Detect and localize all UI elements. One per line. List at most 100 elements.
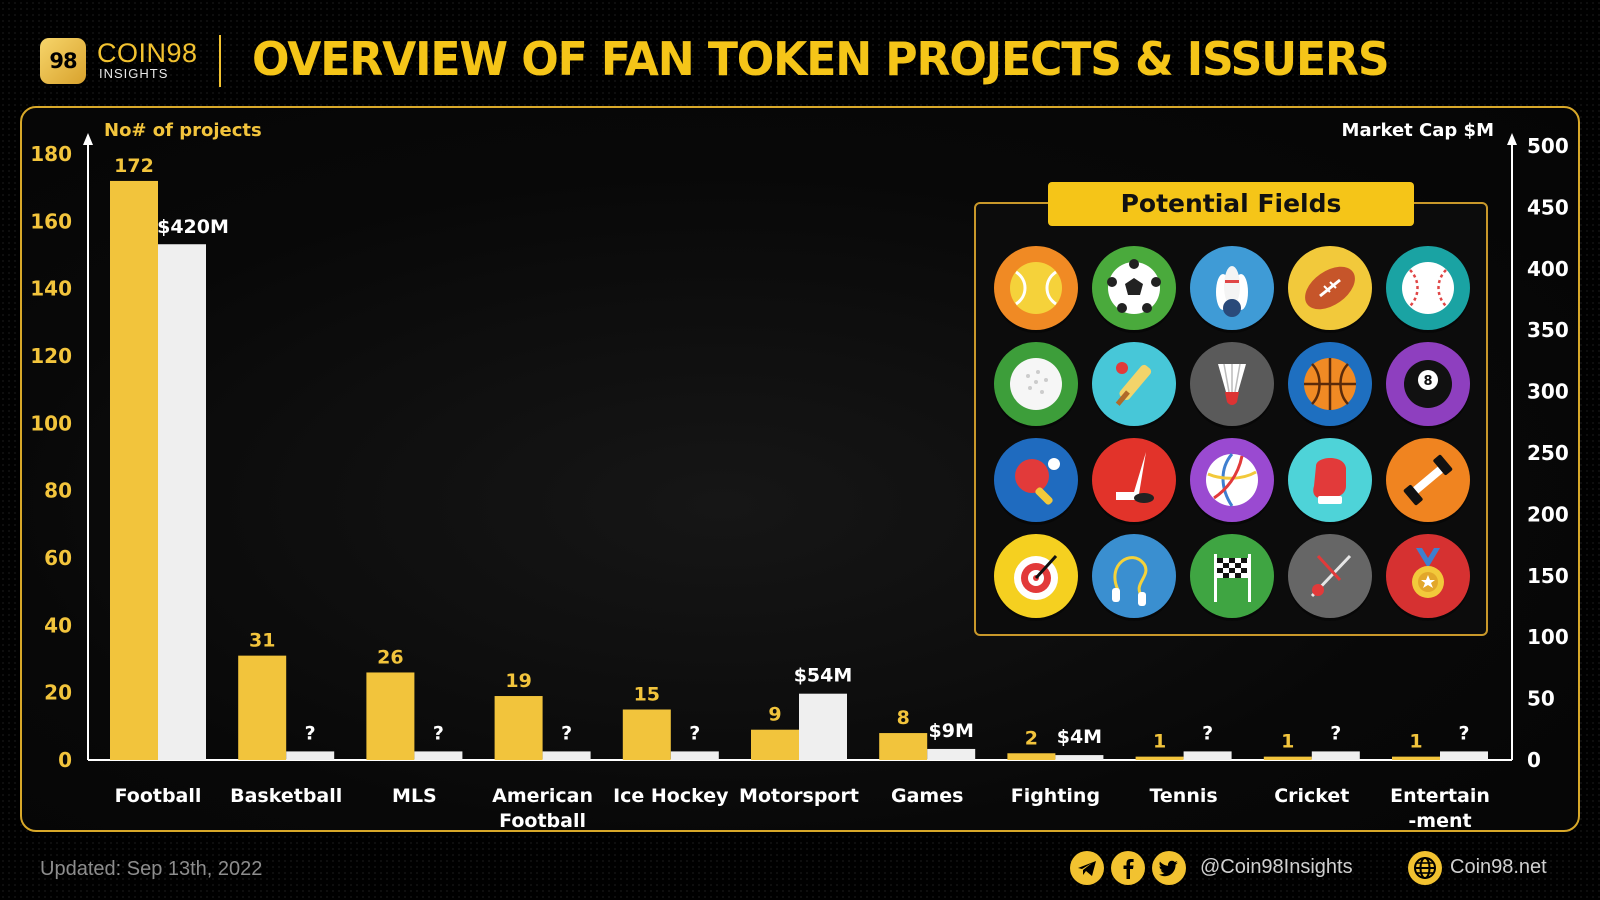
marketcap-value-label: ? [433,722,444,744]
marketcap-bar [542,751,591,760]
american-football-icon [1288,246,1372,330]
x-category-label: Ice Hockey [613,785,729,807]
marketcap-value-label: ? [305,722,316,744]
updated-date: Updated: Sep 13th, 2022 [40,858,263,880]
bars [110,180,1488,761]
projects-bar [1392,756,1440,760]
billiard-ball-icon: 8 [1386,342,1470,426]
bowling-icon [1190,246,1274,330]
projects-bar [494,696,543,760]
coin98-logo-icon: 98 [40,38,86,84]
y-tick-right-label: 500 [1527,134,1569,158]
marketcap-bar [158,244,206,761]
x-category-label: Tennis [1149,785,1217,807]
projects-value-label: 1 [1409,731,1422,753]
marketcap-value-label: $420M [157,216,229,238]
marketcap-value-label: $54M [794,665,853,687]
y-tick-right-label: 400 [1527,257,1569,281]
y-axis-left-title: No# of projects [104,120,262,141]
header-divider [219,35,221,87]
y-tick-right-label: 250 [1527,441,1569,465]
projects-value-label: 26 [377,646,403,668]
marketcap-value-label: $9M [929,720,974,742]
golf-ball-icon [994,342,1078,426]
marketcap-value-label: ? [1458,722,1469,744]
x-category-label: Football [115,785,202,807]
y-tick-right-label: 450 [1527,195,1569,219]
y-axis-left-arrow [83,133,93,145]
marketcap-value-label: ? [689,722,700,744]
ping-pong-icon [994,438,1078,522]
marketcap-value-label: $4M [1057,726,1102,748]
y-tick-left-label: 140 [30,277,72,301]
boxing-glove-icon [1288,438,1372,522]
archery-target-icon [994,534,1078,618]
projects-value-label: 1 [1281,731,1294,753]
projects-value-label: 2 [1025,727,1038,749]
y-tick-right-label: 300 [1527,380,1569,404]
facebook-icon[interactable] [1111,851,1145,885]
projects-bar [1135,756,1184,760]
marketcap-value-label: ? [561,722,572,744]
marketcap-bar [927,748,976,760]
y-axis-right-title: Market Cap $M [1342,120,1494,141]
y-tick-left-label: 120 [30,344,72,368]
shuttlecock-icon [1190,342,1274,426]
medal-icon [1386,534,1470,618]
telegram-icon[interactable] [1070,851,1104,885]
projects-value-label: 8 [897,707,910,729]
ice-hockey-icon [1092,438,1176,522]
projects-value-label: 19 [505,670,531,692]
marketcap-bar [799,693,847,760]
x-category-label: Football [499,810,586,832]
marketcap-bar [1055,755,1104,760]
x-category-label: American [492,785,593,807]
brand-name: COIN98 [97,38,198,68]
y-tick-right-label: 0 [1527,748,1541,772]
y-tick-left-label: 80 [44,479,72,503]
baseball-icon [1386,246,1470,330]
website-link[interactable]: Coin98.net [1450,856,1547,878]
projects-bar [366,672,415,760]
cricket-bat-icon [1092,342,1176,426]
volleyball-icon [1190,438,1274,522]
marketcap-value-label: ? [1330,722,1341,744]
y-tick-left-label: 40 [44,613,72,637]
brand-subtitle: INSIGHTS [99,66,169,81]
soccer-ball-icon [1092,246,1176,330]
projects-bar [1263,756,1312,760]
labels: No# of projects Market Cap $M 0 20 40 60 80 100… [30,120,1569,832]
globe-icon [1408,851,1442,885]
y-tick-right-label: 350 [1527,318,1569,342]
fencing-icon [1288,534,1372,618]
y-tick-left-label: 100 [30,411,72,435]
basketball-icon [1288,342,1372,426]
projects-value-label: 15 [634,684,660,706]
y-tick-left-label: 20 [44,681,72,705]
projects-value-label: 172 [114,155,154,177]
projects-value-label: 9 [768,704,781,726]
page-title: OVERVIEW OF FAN TOKEN PROJECTS & ISSUERS [252,32,1390,86]
y-tick-right-label: 150 [1527,564,1569,588]
x-category-label: Basketball [230,785,342,807]
y-tick-left-label: 60 [44,546,72,570]
projects-value-label: 31 [249,630,275,652]
projects-bar [110,180,158,760]
x-category-label: -ment [1408,810,1471,832]
marketcap-bar [1183,751,1232,760]
x-category-label: MLS [392,785,437,807]
y-tick-left-label: 180 [30,142,72,166]
twitter-icon[interactable] [1152,851,1186,885]
marketcap-bar [414,751,463,760]
x-category-label: Entertain [1390,785,1490,807]
projects-value-label: 1 [1153,731,1166,753]
social-handle[interactable]: @Coin98Insights [1200,856,1353,878]
x-category-label: Cricket [1274,785,1349,807]
marketcap-bar [1440,751,1488,760]
projects-bar [622,709,671,760]
dumbbell-icon [1386,438,1470,522]
tennis-ball-icon [994,246,1078,330]
x-category-label: Motorsport [739,785,859,807]
racing-flag-icon [1190,534,1274,618]
